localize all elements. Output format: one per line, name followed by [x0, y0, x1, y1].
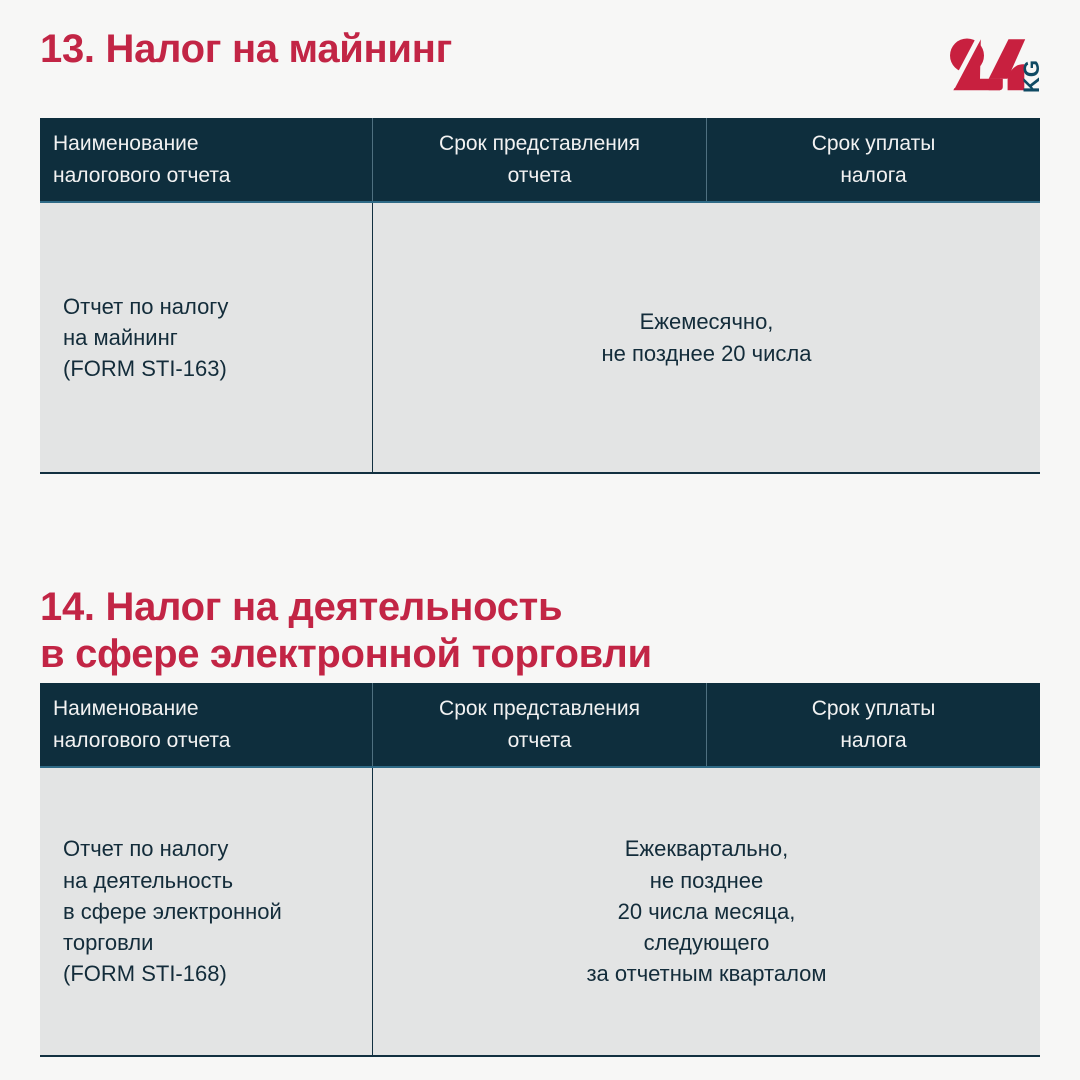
svg-text:KG: KG	[1019, 60, 1040, 93]
